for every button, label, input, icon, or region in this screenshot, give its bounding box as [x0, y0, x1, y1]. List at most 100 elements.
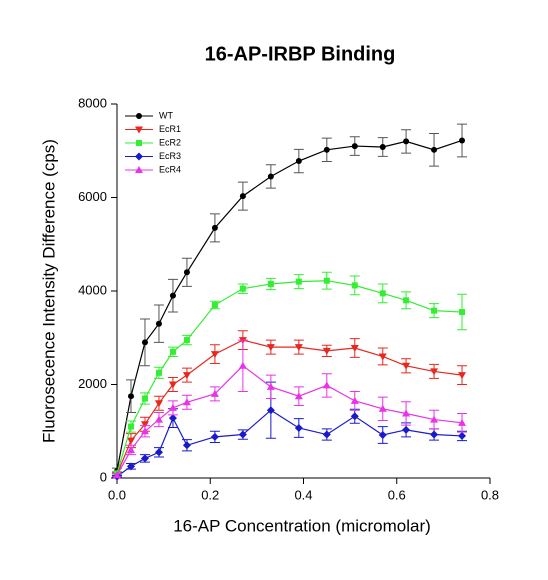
- marker: [322, 430, 331, 439]
- legend-label: EcR4: [159, 164, 181, 174]
- marker: [459, 137, 466, 144]
- marker: [431, 146, 438, 153]
- marker: [403, 138, 410, 145]
- marker: [322, 381, 331, 389]
- y-tick-label: 6000: [78, 189, 107, 204]
- marker: [168, 414, 177, 423]
- marker: [113, 471, 121, 479]
- series-line: [116, 339, 463, 475]
- marker: [350, 412, 359, 421]
- chart-title: 16-AP-IRBP Binding: [205, 43, 396, 65]
- marker: [141, 339, 148, 346]
- marker: [294, 423, 303, 432]
- marker: [136, 140, 142, 146]
- marker: [136, 113, 142, 119]
- x-tick-label: 0.8: [481, 487, 499, 502]
- marker: [267, 280, 274, 287]
- marker: [350, 396, 359, 404]
- series-line: [116, 280, 463, 474]
- marker: [266, 382, 275, 390]
- marker: [351, 282, 358, 289]
- marker: [430, 368, 439, 376]
- marker: [127, 423, 134, 430]
- marker: [211, 302, 218, 309]
- y-axis-label: Fluorosecence Intensity Difference (cps): [39, 139, 58, 443]
- marker: [141, 395, 148, 402]
- marker: [266, 406, 275, 415]
- marker: [126, 462, 135, 471]
- marker: [267, 173, 274, 180]
- marker: [154, 448, 163, 457]
- x-tick-label: 0.2: [201, 487, 219, 502]
- legend-label: EcR2: [159, 137, 181, 147]
- y-tick-label: 8000: [78, 95, 107, 110]
- legend-label: EcR1: [159, 124, 181, 134]
- marker: [402, 425, 411, 434]
- marker: [135, 126, 143, 134]
- marker: [154, 415, 163, 423]
- marker: [135, 166, 143, 173]
- marker: [140, 421, 149, 429]
- marker: [430, 415, 439, 423]
- marker: [169, 292, 176, 299]
- marker: [169, 348, 176, 355]
- marker: [402, 409, 411, 417]
- marker: [458, 431, 467, 440]
- marker: [351, 143, 358, 150]
- marker: [379, 290, 386, 297]
- marker: [155, 320, 162, 327]
- marker: [378, 430, 387, 439]
- marker: [182, 441, 191, 450]
- marker: [294, 344, 303, 352]
- marker: [238, 430, 247, 439]
- marker: [379, 144, 386, 151]
- marker: [378, 353, 387, 361]
- marker: [211, 224, 218, 231]
- marker: [378, 404, 387, 412]
- x-axis-label: 16-AP Concentration (micromolar): [173, 516, 431, 535]
- marker: [210, 432, 219, 441]
- legend-label: WT: [159, 110, 173, 120]
- marker: [350, 345, 359, 353]
- marker: [323, 277, 330, 284]
- marker: [140, 427, 149, 435]
- marker: [431, 307, 438, 314]
- series-line: [116, 365, 463, 476]
- y-tick-label: 4000: [78, 282, 107, 297]
- marker: [126, 437, 135, 445]
- marker: [295, 158, 302, 165]
- marker: [458, 372, 467, 380]
- marker: [183, 337, 190, 344]
- marker: [127, 393, 134, 400]
- x-tick-label: 0.6: [388, 487, 406, 502]
- marker: [266, 344, 275, 352]
- marker: [168, 403, 177, 411]
- y-tick-label: 0: [100, 469, 107, 484]
- x-tick-label: 0.4: [294, 487, 312, 502]
- marker: [154, 400, 163, 408]
- marker: [459, 309, 466, 316]
- marker: [238, 361, 247, 369]
- marker: [239, 193, 246, 200]
- marker: [168, 381, 177, 389]
- marker: [322, 347, 331, 355]
- marker: [323, 146, 330, 153]
- marker: [135, 152, 143, 161]
- marker: [403, 297, 410, 304]
- series-line: [116, 409, 463, 478]
- legend-label: EcR3: [159, 151, 181, 161]
- marker: [183, 269, 190, 276]
- marker: [402, 362, 411, 370]
- marker: [295, 278, 302, 285]
- marker: [458, 418, 467, 426]
- x-tick-label: 0.0: [108, 487, 126, 502]
- marker: [155, 369, 162, 376]
- marker: [140, 454, 149, 463]
- marker: [294, 392, 303, 400]
- marker: [126, 445, 135, 453]
- y-tick-label: 2000: [78, 376, 107, 391]
- marker: [430, 430, 439, 439]
- marker: [210, 389, 219, 397]
- marker: [239, 285, 246, 292]
